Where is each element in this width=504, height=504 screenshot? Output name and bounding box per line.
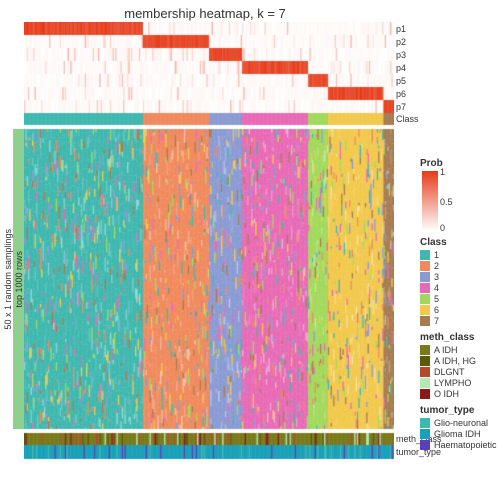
legend-item: DLGNT — [420, 367, 502, 377]
legend-label: 5 — [434, 294, 439, 304]
prob-tick-lo: 0 — [440, 223, 445, 233]
legend-swatch — [420, 294, 430, 304]
legend-item: 7 — [420, 316, 502, 326]
legend-swatch — [420, 389, 430, 399]
legend-item: 3 — [420, 272, 502, 282]
legend-label: 2 — [434, 261, 439, 271]
legend-meth-items: A IDHA IDH, HGDLGNTLYMPHOO IDH — [420, 345, 502, 399]
legend-label: O IDH — [434, 389, 459, 399]
legend-title-class: Class — [420, 237, 502, 248]
row-label: p7 — [396, 102, 406, 112]
legend-item: A IDH — [420, 345, 502, 355]
prob-gradient — [422, 171, 438, 231]
row-label: p2 — [396, 37, 406, 47]
legend-swatch — [420, 356, 430, 366]
legend-label: Haematopoietic — [434, 440, 497, 450]
legend-label: A IDH — [434, 345, 458, 355]
row-label: p6 — [396, 89, 406, 99]
legend-swatch — [420, 272, 430, 282]
legend-swatch — [420, 316, 430, 326]
legend-label: LYMPHO — [434, 378, 471, 388]
legend-label: DLGNT — [434, 367, 465, 377]
left-label-inner-text: top 1000 rows — [14, 251, 24, 308]
legend-swatch — [420, 305, 430, 315]
legend-item: Glio-neuronal — [420, 418, 502, 428]
legend-tumor-items: Glio-neuronalGlioma IDHHaematopoietic — [420, 418, 502, 450]
plot-title: membership heatmap, k = 7 — [0, 6, 410, 21]
legend-title-tumor: tumor_type — [420, 405, 502, 416]
legend-item: LYMPHO — [420, 378, 502, 388]
legend-swatch — [420, 261, 430, 271]
legend-swatch — [420, 418, 430, 428]
legend-item: 6 — [420, 305, 502, 315]
legend-swatch — [420, 440, 430, 450]
heatmap-canvas — [24, 22, 394, 482]
legend-item: 4 — [420, 283, 502, 293]
legend-item: Haematopoietic — [420, 440, 502, 450]
legend-label: Glioma IDH — [434, 429, 481, 439]
plot-area — [24, 22, 394, 482]
row-label: p5 — [396, 76, 406, 86]
legend-swatch — [420, 283, 430, 293]
legend-label: 3 — [434, 272, 439, 282]
legend-swatch — [420, 367, 430, 377]
row-label: p4 — [396, 63, 406, 73]
legend-item: O IDH — [420, 389, 502, 399]
legend-item: 5 — [420, 294, 502, 304]
legend-label: Glio-neuronal — [434, 418, 488, 428]
legend-title-meth: meth_class — [420, 332, 502, 343]
legend-class-items: 1234567 — [420, 250, 502, 326]
legend-label: 7 — [434, 316, 439, 326]
legend-item: A IDH, HG — [420, 356, 502, 366]
left-label-outer-text: 50 x 1 random samplings — [3, 229, 13, 330]
legend-swatch — [420, 345, 430, 355]
legend-swatch — [420, 250, 430, 260]
row-label: p3 — [396, 50, 406, 60]
legend-item: 1 — [420, 250, 502, 260]
prob-tick-hi: 1 — [440, 167, 445, 177]
legend: Prob 1 0.5 0 Class 1234567 meth_class A … — [420, 152, 502, 451]
legend-item: Glioma IDH — [420, 429, 502, 439]
legend-label: 6 — [434, 305, 439, 315]
legend-title-prob: Prob — [420, 158, 502, 169]
left-strip-inner: top 1000 rows — [13, 129, 24, 429]
legend-swatch — [420, 378, 430, 388]
legend-item: 2 — [420, 261, 502, 271]
prob-tick-mid: 0.5 — [440, 197, 453, 207]
row-label: Class — [396, 114, 419, 124]
legend-label: 1 — [434, 250, 439, 260]
row-label: p1 — [396, 24, 406, 34]
legend-label: A IDH, HG — [434, 356, 476, 366]
legend-label: 4 — [434, 283, 439, 293]
legend-swatch — [420, 429, 430, 439]
